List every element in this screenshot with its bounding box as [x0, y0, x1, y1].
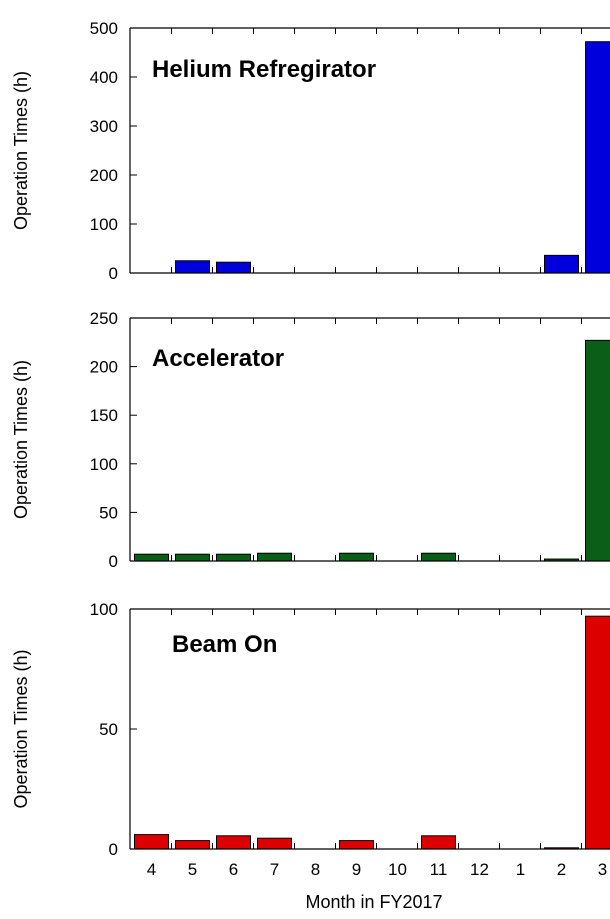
y-tick-label: 150 — [90, 406, 118, 425]
y-tick-label: 0 — [109, 264, 118, 283]
bar-6 — [216, 261, 251, 274]
x-tick-label-8: 8 — [311, 860, 320, 879]
y-tick-label: 50 — [99, 503, 118, 522]
y-tick-label: 50 — [99, 720, 118, 739]
x-tick-label-3: 3 — [598, 860, 607, 879]
bar-3 — [585, 339, 610, 562]
x-tick-label-6: 6 — [229, 860, 238, 879]
x-tick-label-11: 11 — [430, 860, 448, 879]
bar-6 — [216, 835, 251, 850]
x-axis-label: Month in FY2017 — [305, 892, 442, 912]
bar-5 — [175, 260, 210, 274]
bar-11 — [421, 835, 456, 850]
bar-5 — [175, 840, 210, 850]
accelerator-panel: 0 50 100 150 200 250 Operation Times (h) Accele… — [11, 309, 610, 571]
y-axis-label: Operation Times (h) — [11, 360, 31, 519]
bar-4 — [134, 834, 169, 850]
y-tick-label: 0 — [109, 840, 118, 859]
y-tick-label: 300 — [90, 117, 118, 136]
y-tick-label: 250 — [90, 309, 118, 328]
y-tick-label: 0 — [109, 552, 118, 571]
beam-on-panel: 0 50 100 Operation Times (h) Beam On 4 5 6 7 8 9 10… — [11, 600, 610, 879]
bar-7 — [257, 552, 292, 562]
panel-title: Beam On — [172, 631, 277, 658]
bar-9 — [339, 552, 374, 562]
y-tick-label: 100 — [90, 455, 118, 474]
x-tick-label-4: 4 — [147, 860, 156, 879]
bar-3 — [585, 615, 610, 850]
bar-7 — [257, 837, 292, 850]
bar-2 — [544, 254, 579, 274]
y-tick-label: 400 — [90, 68, 118, 87]
y-tick-label: 100 — [90, 600, 118, 619]
helium-refregirator-panel: 0 100 200 300 400 500 Operation Times (h) Heliu… — [11, 19, 610, 283]
x-tick-label-2: 2 — [557, 860, 566, 879]
y-tick-label: 500 — [90, 19, 118, 38]
y-tick-label: 100 — [90, 215, 118, 234]
y-tick-label: 200 — [90, 358, 118, 377]
y-axis-label: Operation Times (h) — [11, 71, 31, 230]
bar-3 — [585, 41, 610, 274]
bar-6 — [216, 553, 251, 562]
panel-title: Helium Refregirator — [152, 56, 376, 83]
x-tick-label-12: 12 — [470, 860, 489, 879]
bar-5 — [175, 553, 210, 562]
x-tick-label-1: 1 — [516, 860, 525, 879]
y-tick-label: 200 — [90, 166, 118, 185]
bar-4 — [134, 553, 169, 562]
x-tick-label-7: 7 — [270, 860, 279, 879]
x-tick-label-10: 10 — [388, 860, 407, 879]
bar-9 — [339, 840, 374, 850]
bar-11 — [421, 552, 456, 562]
panel-title: Accelerator — [152, 345, 284, 372]
x-tick-label-5: 5 — [188, 860, 197, 879]
y-axis-label: Operation Times (h) — [11, 649, 31, 808]
x-tick-label-9: 9 — [352, 860, 361, 879]
